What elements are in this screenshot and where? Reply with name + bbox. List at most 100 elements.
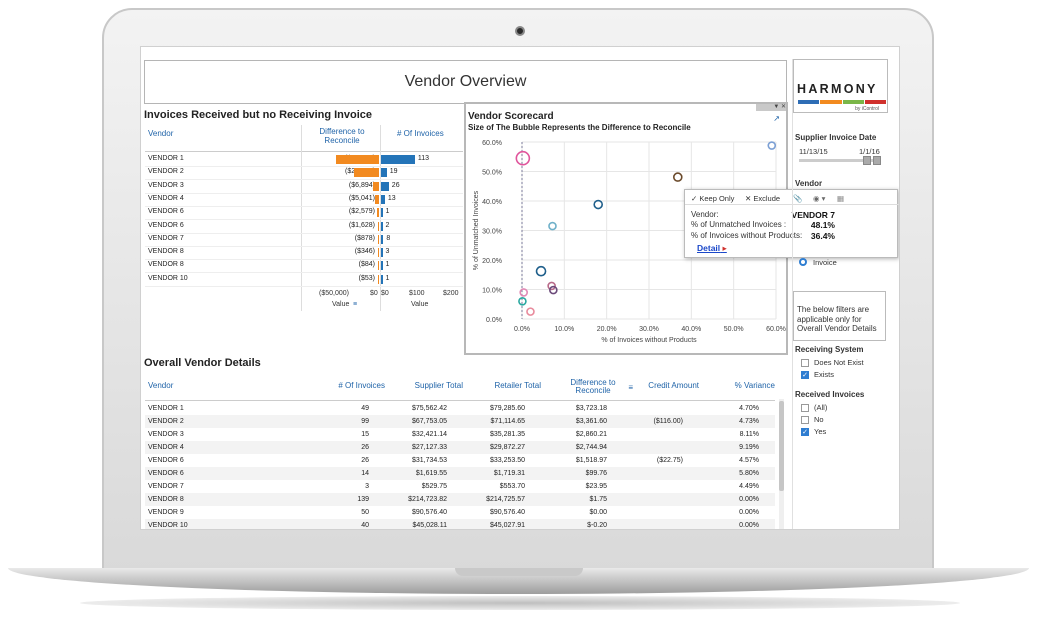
diff-bar[interactable] (335, 155, 379, 164)
count-bar[interactable] (381, 168, 387, 178)
count-bar[interactable] (381, 248, 383, 258)
scatter-point[interactable] (547, 281, 556, 291)
diff-bar[interactable] (376, 208, 379, 218)
y-tick-label: 20.0% (482, 258, 502, 265)
date-start-value[interactable]: 11/13/15 (799, 147, 828, 156)
diff-bar[interactable] (377, 261, 379, 271)
x-tick-label: 20.0% (597, 326, 617, 333)
details-scrollbar[interactable] (779, 399, 784, 529)
details-table-row[interactable]: VENDOR 3 15 $32,421.14 $35,281.35 $2,860.21 8… (145, 428, 775, 441)
details-col-header[interactable]: # Of Invoices (338, 381, 385, 390)
details-table-row[interactable]: VENDOR 2 99 $67,753.05 $71,114.65 $3,361.60 (… (145, 415, 775, 428)
invoices-table-row[interactable]: VENDOR 1($52,178)113 (145, 153, 463, 166)
diff-bar[interactable] (354, 168, 379, 178)
details-col-header[interactable]: Credit Amount (648, 381, 699, 390)
diff-axis-tick-zero: $0 (370, 290, 378, 297)
received-option-checkbox[interactable] (801, 404, 809, 412)
details-table-row[interactable]: VENDOR 6 14 $1,619.55 $1,719.31 $99.76 5.80% (145, 467, 775, 480)
details-cell: 50 (361, 509, 369, 516)
scatter-point[interactable] (593, 199, 603, 210)
count-bar[interactable] (381, 261, 383, 271)
invoice-radio[interactable] (799, 258, 807, 266)
diff-bar[interactable] (373, 181, 379, 191)
count-bar[interactable] (381, 221, 383, 231)
scorecard-window-controls[interactable]: ▼ ✕ (756, 104, 786, 111)
scatter-point[interactable] (548, 221, 557, 231)
details-cell: VENDOR 6 (148, 457, 184, 464)
details-cell: 9.19% (739, 444, 759, 451)
diff-bar[interactable] (377, 248, 379, 258)
invoices-table-row[interactable]: VENDOR 7 ($878) 8 (145, 233, 463, 246)
invoices-col-count[interactable]: # Of Invoices (397, 129, 444, 138)
receiving-option-checkbox[interactable] (801, 359, 809, 367)
receiving-option-checkbox[interactable]: ✓ (801, 371, 809, 379)
details-col-header[interactable]: Supplier Total (414, 381, 463, 390)
external-link-icon[interactable]: ↗ (773, 114, 780, 123)
details-sort-icon[interactable]: ≡ (628, 383, 633, 392)
count-axis-tick-200: $200 (443, 290, 459, 297)
count-bar[interactable] (381, 274, 383, 284)
scatter-point[interactable] (526, 307, 535, 316)
popup-detail-link[interactable]: Detail ▸ (697, 243, 727, 254)
sort-icon[interactable]: ≡ (353, 301, 358, 308)
received-option-checkbox[interactable] (801, 416, 809, 424)
details-table-row[interactable]: VENDOR 8 139 $214,723.82 $214,725.57 $1.75 0.… (145, 493, 775, 506)
y-axis-label: % of Unmatched Invoices (473, 190, 480, 270)
exclude-button[interactable]: ✕ Exclude (745, 194, 781, 203)
invoices-table-row[interactable]: VENDOR 4 ($5,041) 13 (145, 193, 463, 206)
keep-only-button[interactable]: ✓ Keep Only (691, 194, 735, 203)
details-table-row[interactable]: VENDOR 6 26 $31,734.53 $33,253.50 $1,518.97 (… (145, 454, 775, 467)
group-members-icon[interactable]: 📎 (793, 194, 803, 203)
scatter-point[interactable] (549, 285, 558, 295)
scatter-point[interactable] (672, 172, 683, 182)
details-table-row[interactable]: VENDOR 4 26 $27,127.33 $29,872.27 $2,744.94 9… (145, 441, 775, 454)
details-col-header[interactable]: % Variance (734, 381, 775, 390)
count-bar[interactable] (381, 194, 385, 204)
scatter-point[interactable] (519, 288, 528, 297)
invoices-table-row[interactable]: VENDOR 8 ($346) 3 (145, 246, 463, 259)
invoices-col-diff[interactable]: Difference to Reconcile (319, 127, 365, 145)
page-title: Vendor Overview (404, 73, 527, 90)
details-cell: 4.73% (739, 418, 759, 425)
details-col-header[interactable]: Vendor (148, 381, 174, 390)
count-bar[interactable] (381, 208, 383, 218)
scatter-point[interactable] (518, 297, 527, 306)
date-end-value[interactable]: 1/1/16 (859, 147, 880, 156)
scatter-point[interactable] (515, 150, 531, 166)
details-table-row[interactable]: VENDOR 10 40 $45,028.11 $45,027.91 $-0.20 0.0… (145, 519, 775, 529)
details-col-header[interactable]: Retailer Total (494, 381, 541, 390)
details-table-row[interactable]: VENDOR 1 49 $75,562.42 $79,285.60 $3,723.18 4… (145, 402, 775, 415)
received-option-checkbox[interactable]: ✓ (801, 428, 809, 436)
details-table-row[interactable]: VENDOR 7 3 $529.75 $553.70 $23.95 4.49% (145, 480, 775, 493)
details-cell: $1,719.31 (493, 470, 525, 477)
diff-bar[interactable] (377, 274, 379, 284)
details-scrollbar-thumb[interactable] (779, 401, 784, 491)
count-bar[interactable] (381, 181, 389, 191)
details-cell: $3,723.18 (575, 405, 607, 412)
details-cell: 3 (365, 483, 369, 490)
diff-bar[interactable] (374, 194, 379, 204)
count-bar[interactable] (381, 155, 415, 164)
date-slider-handle-start[interactable] (863, 156, 871, 165)
scatter-point[interactable] (535, 265, 547, 277)
invoices-table-row[interactable]: VENDOR 8 ($84) 1 (145, 259, 463, 272)
details-col-header[interactable]: Difference to Reconcile (570, 378, 616, 395)
details-table-row[interactable]: VENDOR 9 50 $90,576.40 $90,576.40 $0.00 0.00% (145, 506, 775, 519)
scatter-point[interactable] (767, 141, 777, 150)
invoices-table-row[interactable]: VENDOR 6 ($2,579) 1 (145, 206, 463, 219)
diff-bar[interactable] (377, 234, 379, 244)
invoices-table-row[interactable]: VENDOR 6 ($1,628) 2 (145, 220, 463, 233)
invoices-table-row[interactable]: VENDOR 10 ($53) 1 (145, 273, 463, 286)
view-data-icon[interactable]: ▦ (837, 194, 845, 203)
invoice-count-value: 113 (417, 155, 430, 162)
received-invoices-label: Received Invoices (795, 390, 865, 399)
diff-bar[interactable] (377, 221, 379, 231)
sets-dropdown-icon[interactable]: ◉ ▾ (813, 194, 826, 203)
details-section-title: Overall Vendor Details (144, 357, 261, 369)
invoices-table-row[interactable]: VENDOR 3 ($6,894) 26 (145, 180, 463, 193)
count-bar[interactable] (381, 234, 384, 244)
invoices-table-row[interactable]: VENDOR 2($29,843)19 (145, 166, 463, 179)
invoices-col-vendor[interactable]: Vendor (148, 129, 174, 138)
date-range-slider[interactable] (799, 159, 879, 162)
date-slider-handle-end[interactable] (873, 156, 881, 165)
